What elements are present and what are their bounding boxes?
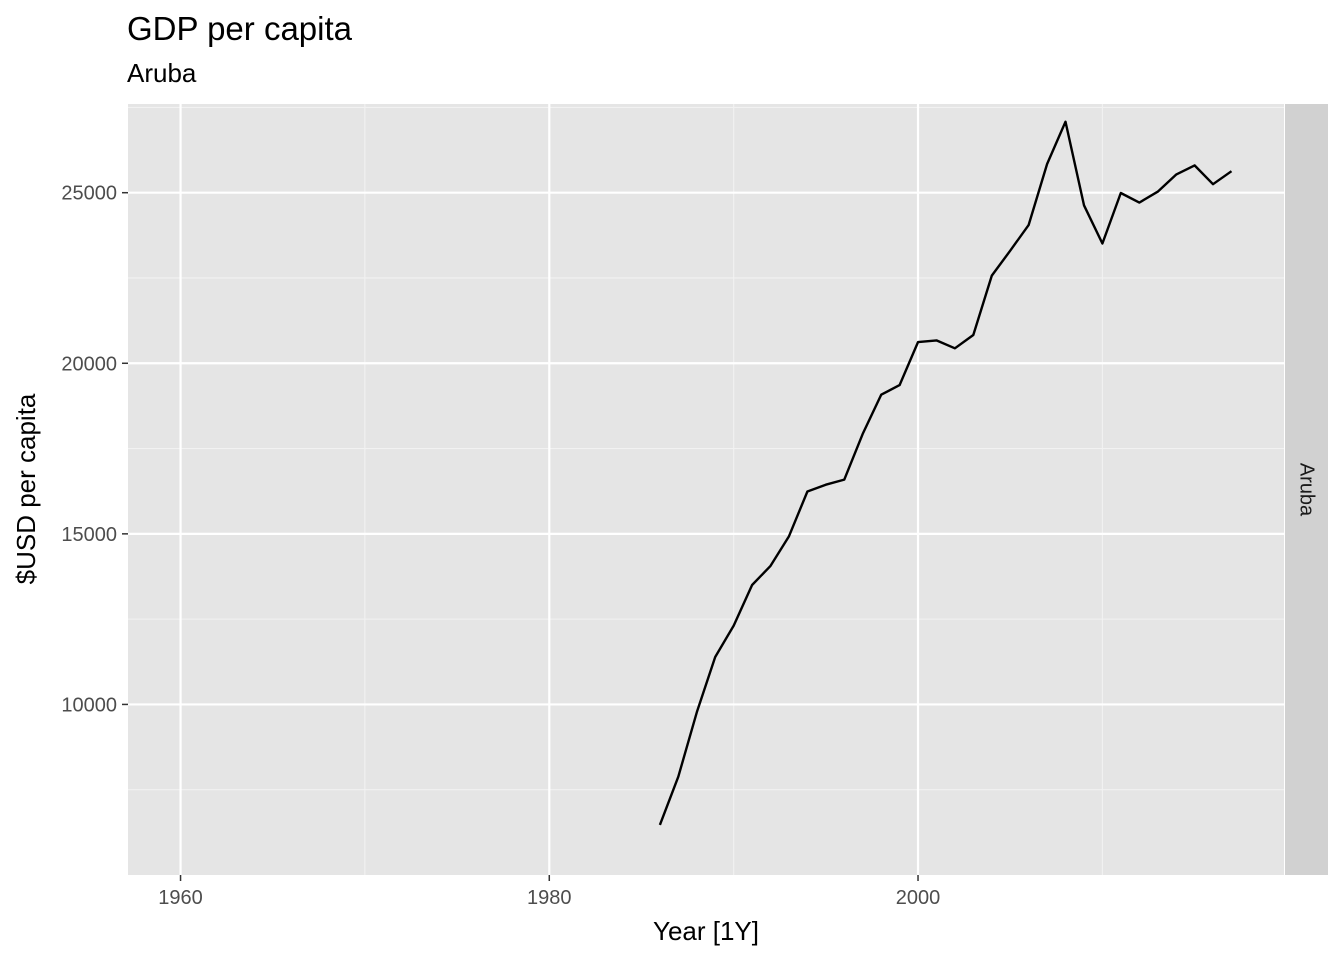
chart-title: GDP per capita	[127, 10, 353, 47]
y-tick-label: 25000	[61, 183, 117, 205]
x-axis-title: Year [1Y]	[653, 916, 759, 946]
gdp-series-line	[658, 120, 1233, 826]
facet-strip-label: Aruba	[1296, 463, 1318, 517]
y-axis-title: $USD per capita	[11, 393, 41, 584]
y-tick-label: 20000	[61, 353, 117, 375]
y-tick-label: 10000	[61, 694, 117, 716]
major-gridlines	[128, 104, 1284, 875]
plot-panel	[128, 104, 1284, 875]
y-axis-ticks: 10000 15000 20000 25000	[61, 183, 128, 716]
facet-strip	[1285, 104, 1328, 875]
y-tick-label: 15000	[61, 524, 117, 546]
chart-subtitle: Aruba	[127, 58, 197, 88]
x-tick-label: 1960	[158, 887, 203, 909]
x-tick-label: 1980	[527, 887, 572, 909]
x-axis-ticks: 1960 1980 2000	[158, 875, 940, 909]
minor-gridlines	[128, 104, 1284, 875]
x-tick-label: 2000	[896, 887, 941, 909]
